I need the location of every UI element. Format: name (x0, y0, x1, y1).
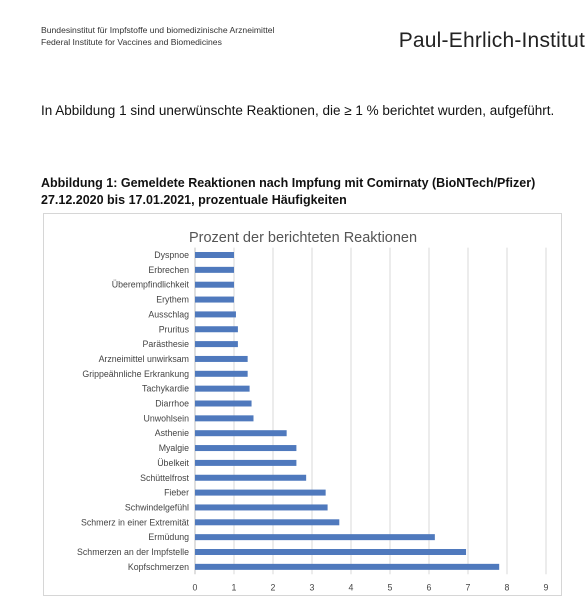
bar (195, 534, 435, 541)
category-label: Schmerz in einer Extremität (81, 517, 190, 527)
category-label: Arzneimittel unwirksam (99, 354, 189, 364)
category-label: Tachykardie (142, 384, 189, 394)
x-tick-label: 5 (388, 582, 393, 592)
bar (195, 355, 248, 362)
x-tick-label: 7 (466, 582, 471, 592)
category-label: Schmerzen an der Impfstelle (77, 547, 189, 557)
bar (195, 341, 238, 348)
category-label: Grippeähnliche Erkrankung (82, 369, 189, 379)
category-label: Schwindelgefühl (125, 502, 189, 512)
category-labels: Dyspnoe Erbrechen Überempfindlichkeit Eryth… (77, 250, 190, 572)
category-label: Dyspnoe (154, 250, 189, 260)
category-label: Ausschlag (148, 309, 189, 319)
chart-container: Prozent der berichteten Reaktionen Dyspn… (43, 213, 562, 596)
bar (195, 370, 248, 377)
category-label: Ermüdung (148, 532, 189, 542)
bar (195, 519, 340, 526)
bar (195, 281, 234, 288)
x-tick-label: 3 (310, 582, 315, 592)
category-label: Asthenie (155, 428, 189, 438)
x-tick-label: 8 (505, 582, 510, 592)
bar (195, 252, 234, 258)
category-label: Diarrhoe (155, 399, 189, 409)
bar-chart: Prozent der berichteten Reaktionen Dyspn… (77, 230, 549, 592)
x-tick-label: 9 (544, 582, 549, 592)
bar (195, 296, 234, 303)
bar (195, 489, 326, 496)
bar (195, 563, 500, 570)
x-axis-ticks: 0 1 2 3 4 5 6 7 8 9 (193, 582, 549, 592)
category-label: Parästhesie (143, 339, 190, 349)
bar (195, 430, 287, 437)
category-label: Übelkeit (157, 458, 189, 468)
bar (195, 400, 252, 407)
bar (195, 459, 297, 466)
institute-name-english: Federal Institute for Vaccines and Biome… (41, 37, 222, 47)
x-tick-label: 1 (232, 582, 237, 592)
intro-paragraph: In Abbildung 1 sind unerwünschte Reaktio… (41, 103, 555, 118)
category-label: Pruritus (159, 324, 190, 334)
category-label: Überempfindlichkeit (112, 280, 190, 290)
chart-bars (195, 252, 500, 570)
bar (195, 474, 307, 481)
category-label: Erbrechen (148, 265, 189, 275)
bar (195, 445, 297, 452)
bar (195, 504, 328, 511)
x-tick-label: 4 (349, 582, 354, 592)
category-label: Schüttelfrost (140, 473, 189, 483)
institute-logo-text: Paul-Ehrlich-Institut (398, 29, 585, 52)
category-label: Fieber (164, 488, 189, 498)
bar (195, 415, 254, 422)
category-label: Kopfschmerzen (128, 562, 189, 572)
x-tick-label: 6 (427, 582, 432, 592)
bar (195, 311, 236, 318)
bar (195, 549, 467, 555)
chart-title: Prozent der berichteten Reaktionen (189, 230, 417, 246)
category-label: Myalgie (159, 443, 189, 453)
bar (195, 385, 250, 392)
bar (195, 266, 234, 273)
bar (195, 326, 238, 333)
category-label: Unwohlsein (144, 413, 190, 423)
institute-name: Bundesinstitut für Impfstoffe und biomed… (41, 24, 274, 48)
category-label: Erythem (156, 295, 189, 305)
institute-name-german: Bundesinstitut für Impfstoffe und biomed… (41, 25, 275, 35)
x-tick-label: 0 (193, 582, 198, 592)
figure-caption: Abbildung 1: Gemeldete Reaktionen nach I… (41, 176, 536, 207)
x-tick-label: 2 (271, 582, 276, 592)
